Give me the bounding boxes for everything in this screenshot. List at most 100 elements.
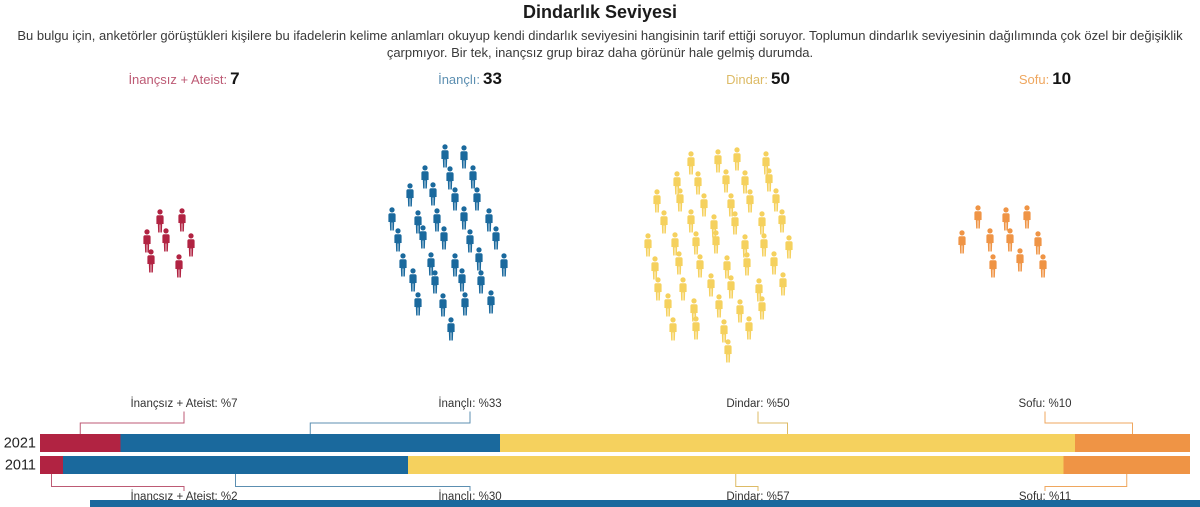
stat-value: 33: [483, 69, 502, 88]
bar-segment-2021-3: [1075, 434, 1190, 452]
person-icon: [431, 270, 439, 294]
person-icon: [439, 293, 447, 317]
person-icon: [469, 165, 478, 189]
person-icon: [679, 277, 687, 301]
chart-description: Bu bulgu için, anketörler görüştükleri k…: [17, 28, 1183, 61]
header-stats-row: İnançsız + Ateist: 7 İnançlı: 33 Dindar: 50 So…: [0, 69, 1200, 91]
person-icon: [700, 193, 708, 217]
person-icon: [406, 183, 414, 207]
person-icon: [758, 211, 766, 235]
bar-label-top-0: İnançsız + Ateist: %7: [130, 397, 237, 410]
person-icon: [694, 171, 702, 195]
person-icon: [399, 252, 407, 277]
person-icon: [492, 226, 500, 250]
connector-bottom-3: [1044, 474, 1128, 491]
person-icon: [1039, 254, 1047, 278]
person-icon: [433, 208, 441, 232]
person-icon: [446, 165, 454, 190]
stat-value: 7: [230, 69, 240, 88]
person-icon: [778, 209, 786, 233]
person-icon: [178, 207, 186, 232]
stat-1: İnançlı: 33: [438, 69, 502, 89]
person-icon: [1034, 231, 1042, 255]
bar-label-bottom-1: İnançlı: %30: [438, 490, 501, 503]
person-icon: [692, 315, 700, 340]
person-icon: [696, 254, 704, 278]
stat-value: 50: [771, 69, 790, 88]
connector-top-2: [757, 411, 788, 434]
person-icon: [652, 189, 661, 213]
person-icon: [147, 248, 155, 273]
partial-next-chart-bar: [90, 500, 1200, 507]
bar-segment-2021-2: [500, 434, 1075, 452]
person-icon: [447, 317, 455, 341]
person-icon: [156, 208, 165, 232]
person-icon: [414, 210, 422, 234]
person-icon: [714, 149, 722, 173]
person-icon: [409, 267, 417, 292]
person-icon: [461, 292, 469, 316]
bar-segment-2021-1: [120, 434, 500, 452]
person-icon: [779, 272, 787, 296]
bar-segment-2011-2: [408, 456, 1064, 474]
connector-top-3: [1044, 411, 1133, 434]
stat-label: Sofu:: [1018, 72, 1050, 87]
connector-bottom-1: [235, 474, 471, 491]
person-icon: [671, 232, 679, 256]
person-icon: [687, 209, 695, 233]
person-icon: [414, 292, 422, 316]
person-icon: [745, 316, 753, 340]
stat-value: 10: [1052, 69, 1072, 88]
person-icon: [741, 170, 749, 194]
year-label-2011: 2011: [5, 458, 36, 474]
person-icon: [1023, 205, 1031, 229]
person-icon: [1002, 207, 1010, 231]
person-icon: [726, 193, 735, 217]
stat-label: İnançlı:: [438, 72, 480, 87]
stacked-bar-chart: 2021 2011 İnançsız + Ateist: %7 İnançlı: %3…: [4, 397, 1200, 507]
connector-top-1: [309, 411, 471, 434]
person-icon: [388, 207, 396, 231]
person-icon: [473, 186, 481, 211]
bar-segment-2011-1: [63, 456, 408, 474]
person-icon: [733, 147, 741, 171]
person-icon: [500, 253, 508, 277]
stat-2: Dindar: 50: [726, 69, 790, 89]
person-icon: [958, 229, 966, 253]
connector-bottom-2: [735, 474, 759, 491]
stat-label: İnançsız + Ateist:: [128, 72, 228, 87]
person-icon: [727, 275, 735, 299]
bar-label-top-3: Sofu: %10: [1018, 398, 1071, 410]
pictogram-clusters: [0, 95, 1200, 390]
person-icon: [762, 151, 770, 175]
person-icon: [644, 233, 652, 257]
person-icon: [707, 272, 715, 297]
person-icon: [187, 232, 195, 257]
stat-3: Sofu: 10: [1019, 69, 1071, 89]
bar-label-top-2: Dindar: %50: [726, 398, 789, 410]
bar-segment-2011-0: [40, 456, 63, 474]
connector-top-0: [79, 411, 185, 434]
person-icon: [986, 228, 995, 252]
person-icon: [451, 187, 459, 211]
person-icon: [710, 213, 718, 238]
person-icon: [441, 144, 450, 168]
person-icon: [758, 296, 766, 320]
bar-label-bottom-0: İnançsız + Ateist: %2: [130, 490, 237, 503]
stat-0: İnançsız + Ateist: 7: [128, 69, 239, 89]
person-icon: [724, 339, 732, 363]
person-icon: [974, 205, 982, 229]
person-icon: [460, 145, 468, 169]
person-icon: [486, 290, 495, 314]
person-icon: [175, 254, 183, 278]
person-icon: [673, 171, 681, 195]
bar-label-top-1: İnançlı: %33: [438, 397, 501, 410]
person-icon: [660, 209, 668, 234]
person-icon: [475, 247, 484, 271]
person-icon: [458, 268, 466, 292]
person-icon: [421, 165, 429, 189]
person-icon: [394, 228, 402, 252]
year-label-2021: 2021: [4, 436, 36, 452]
person-icon: [715, 294, 723, 318]
